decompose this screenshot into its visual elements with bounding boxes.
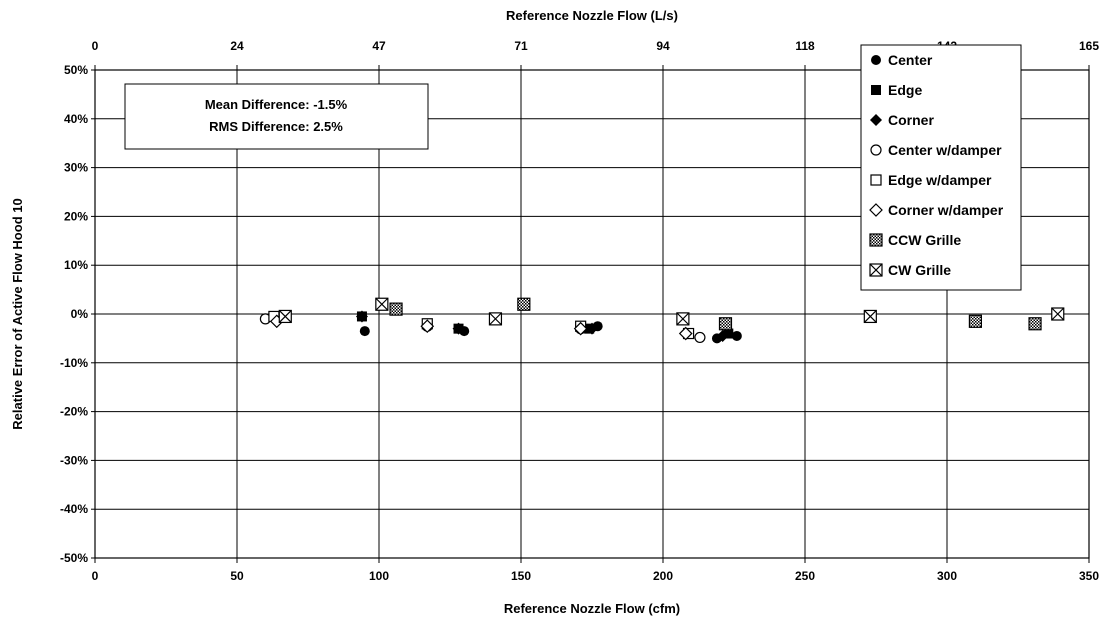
x-tick-label: 150 (511, 569, 531, 583)
x-axis-title: Reference Nozzle Flow (cfm) (504, 601, 680, 616)
series-cw-grille (278, 297, 1065, 326)
x2-axis-title: Reference Nozzle Flow (L/s) (506, 8, 678, 23)
legend-label: Edge (888, 82, 922, 98)
legend-label: Center w/damper (888, 142, 1002, 158)
legend-label: CW Grille (888, 262, 951, 278)
legend-box (860, 44, 1022, 291)
x-tick-label: 250 (795, 569, 815, 583)
data-point (731, 330, 742, 341)
data-point (355, 310, 368, 323)
y-tick-label: 0% (71, 307, 89, 321)
data-point (716, 329, 729, 342)
data-point (1051, 307, 1065, 321)
annotation-mean: Mean Difference: -1.5% (205, 97, 348, 112)
x-tick-label: 300 (937, 569, 957, 583)
data-point (863, 309, 877, 324)
series-ccw-grille (389, 297, 1042, 331)
y-tick-label: 30% (64, 161, 88, 175)
data-point (359, 326, 370, 337)
legend-marker (870, 144, 882, 156)
data-point (517, 297, 531, 311)
data-point (452, 322, 465, 335)
legend-label: CCW Grille (888, 232, 961, 248)
x2-tick-label: 71 (514, 39, 528, 53)
x2-tick-label: 94 (656, 39, 670, 53)
legend-marker (870, 174, 882, 186)
legend-marker (871, 55, 881, 65)
data-point (694, 331, 706, 344)
legend: Center Edge Corner Center w/damper Edge w/da… (860, 44, 1022, 291)
y-tick-label: 10% (64, 258, 88, 272)
data-point (420, 319, 435, 334)
x-tick-label: 50 (230, 569, 244, 583)
y-tick-label: 20% (64, 209, 88, 223)
y-tick-label: -50% (60, 551, 88, 565)
data-point (718, 317, 733, 331)
legend-label: Corner w/damper (888, 202, 1004, 218)
x2-tick-label: 0 (92, 39, 99, 53)
legend-marker (869, 263, 883, 277)
legend-item: CW Grille (869, 262, 951, 278)
x2-tick-label: 118 (795, 39, 815, 53)
legend-item: Corner w/damper (869, 202, 1004, 218)
legend-marker (869, 203, 883, 217)
x2-tick-label: 24 (230, 39, 244, 53)
data-point (278, 309, 292, 324)
series-corner (355, 310, 729, 342)
legend-marker (871, 85, 881, 95)
data-point (375, 297, 389, 311)
x-tick-label: 350 (1079, 569, 1099, 583)
y-tick-label: -30% (60, 453, 88, 467)
y-tick-label: 50% (64, 63, 88, 77)
annotation-box (124, 83, 429, 150)
stats-annotation: Mean Difference: -1.5% RMS Difference: 2… (124, 83, 429, 150)
x-axis-ticks: 0 50 100 150 200 250 300 350 (92, 558, 1099, 583)
data-point (586, 322, 598, 335)
legend-label: Corner (888, 112, 934, 128)
legend-item: Corner (870, 112, 934, 128)
legend-item: Center w/damper (870, 142, 1002, 158)
data-points (259, 297, 1065, 344)
y-axis-ticks: 50% 40% 30% 20% 10% 0% -10% -20% -30% -40% -50% (60, 63, 95, 565)
legend-item: Center (871, 52, 933, 68)
legend-item: Edge (871, 82, 922, 98)
legend-item: Edge w/damper (870, 172, 992, 188)
annotation-rms: RMS Difference: 2.5% (209, 119, 343, 134)
y-tick-label: -40% (60, 502, 88, 516)
y-tick-label: -20% (60, 405, 88, 419)
legend-marker (869, 233, 883, 247)
legend-label: Center (888, 52, 933, 68)
data-point (573, 321, 588, 336)
legend-marker (870, 114, 882, 126)
x-tick-label: 0 (92, 569, 99, 583)
x-tick-label: 100 (369, 569, 389, 583)
data-point (389, 302, 403, 316)
y-axis-title: Relative Error of Active Flow Hood 10 (10, 198, 25, 429)
x2-axis-ticks: 024477194118142165 (92, 39, 1099, 70)
data-point (1028, 317, 1042, 331)
legend-item: CCW Grille (869, 232, 961, 248)
x-tick-label: 200 (653, 569, 673, 583)
x2-tick-label: 165 (1079, 39, 1099, 53)
legend-label: Edge w/damper (888, 172, 992, 188)
data-point (968, 314, 983, 328)
series-corner-w-damper (269, 314, 693, 341)
data-point (488, 312, 503, 326)
data-point (723, 328, 734, 339)
y-tick-label: -10% (60, 356, 88, 370)
data-point (676, 312, 690, 326)
y-tick-label: 40% (64, 112, 88, 126)
x2-tick-label: 47 (372, 39, 386, 53)
data-point (678, 326, 693, 341)
